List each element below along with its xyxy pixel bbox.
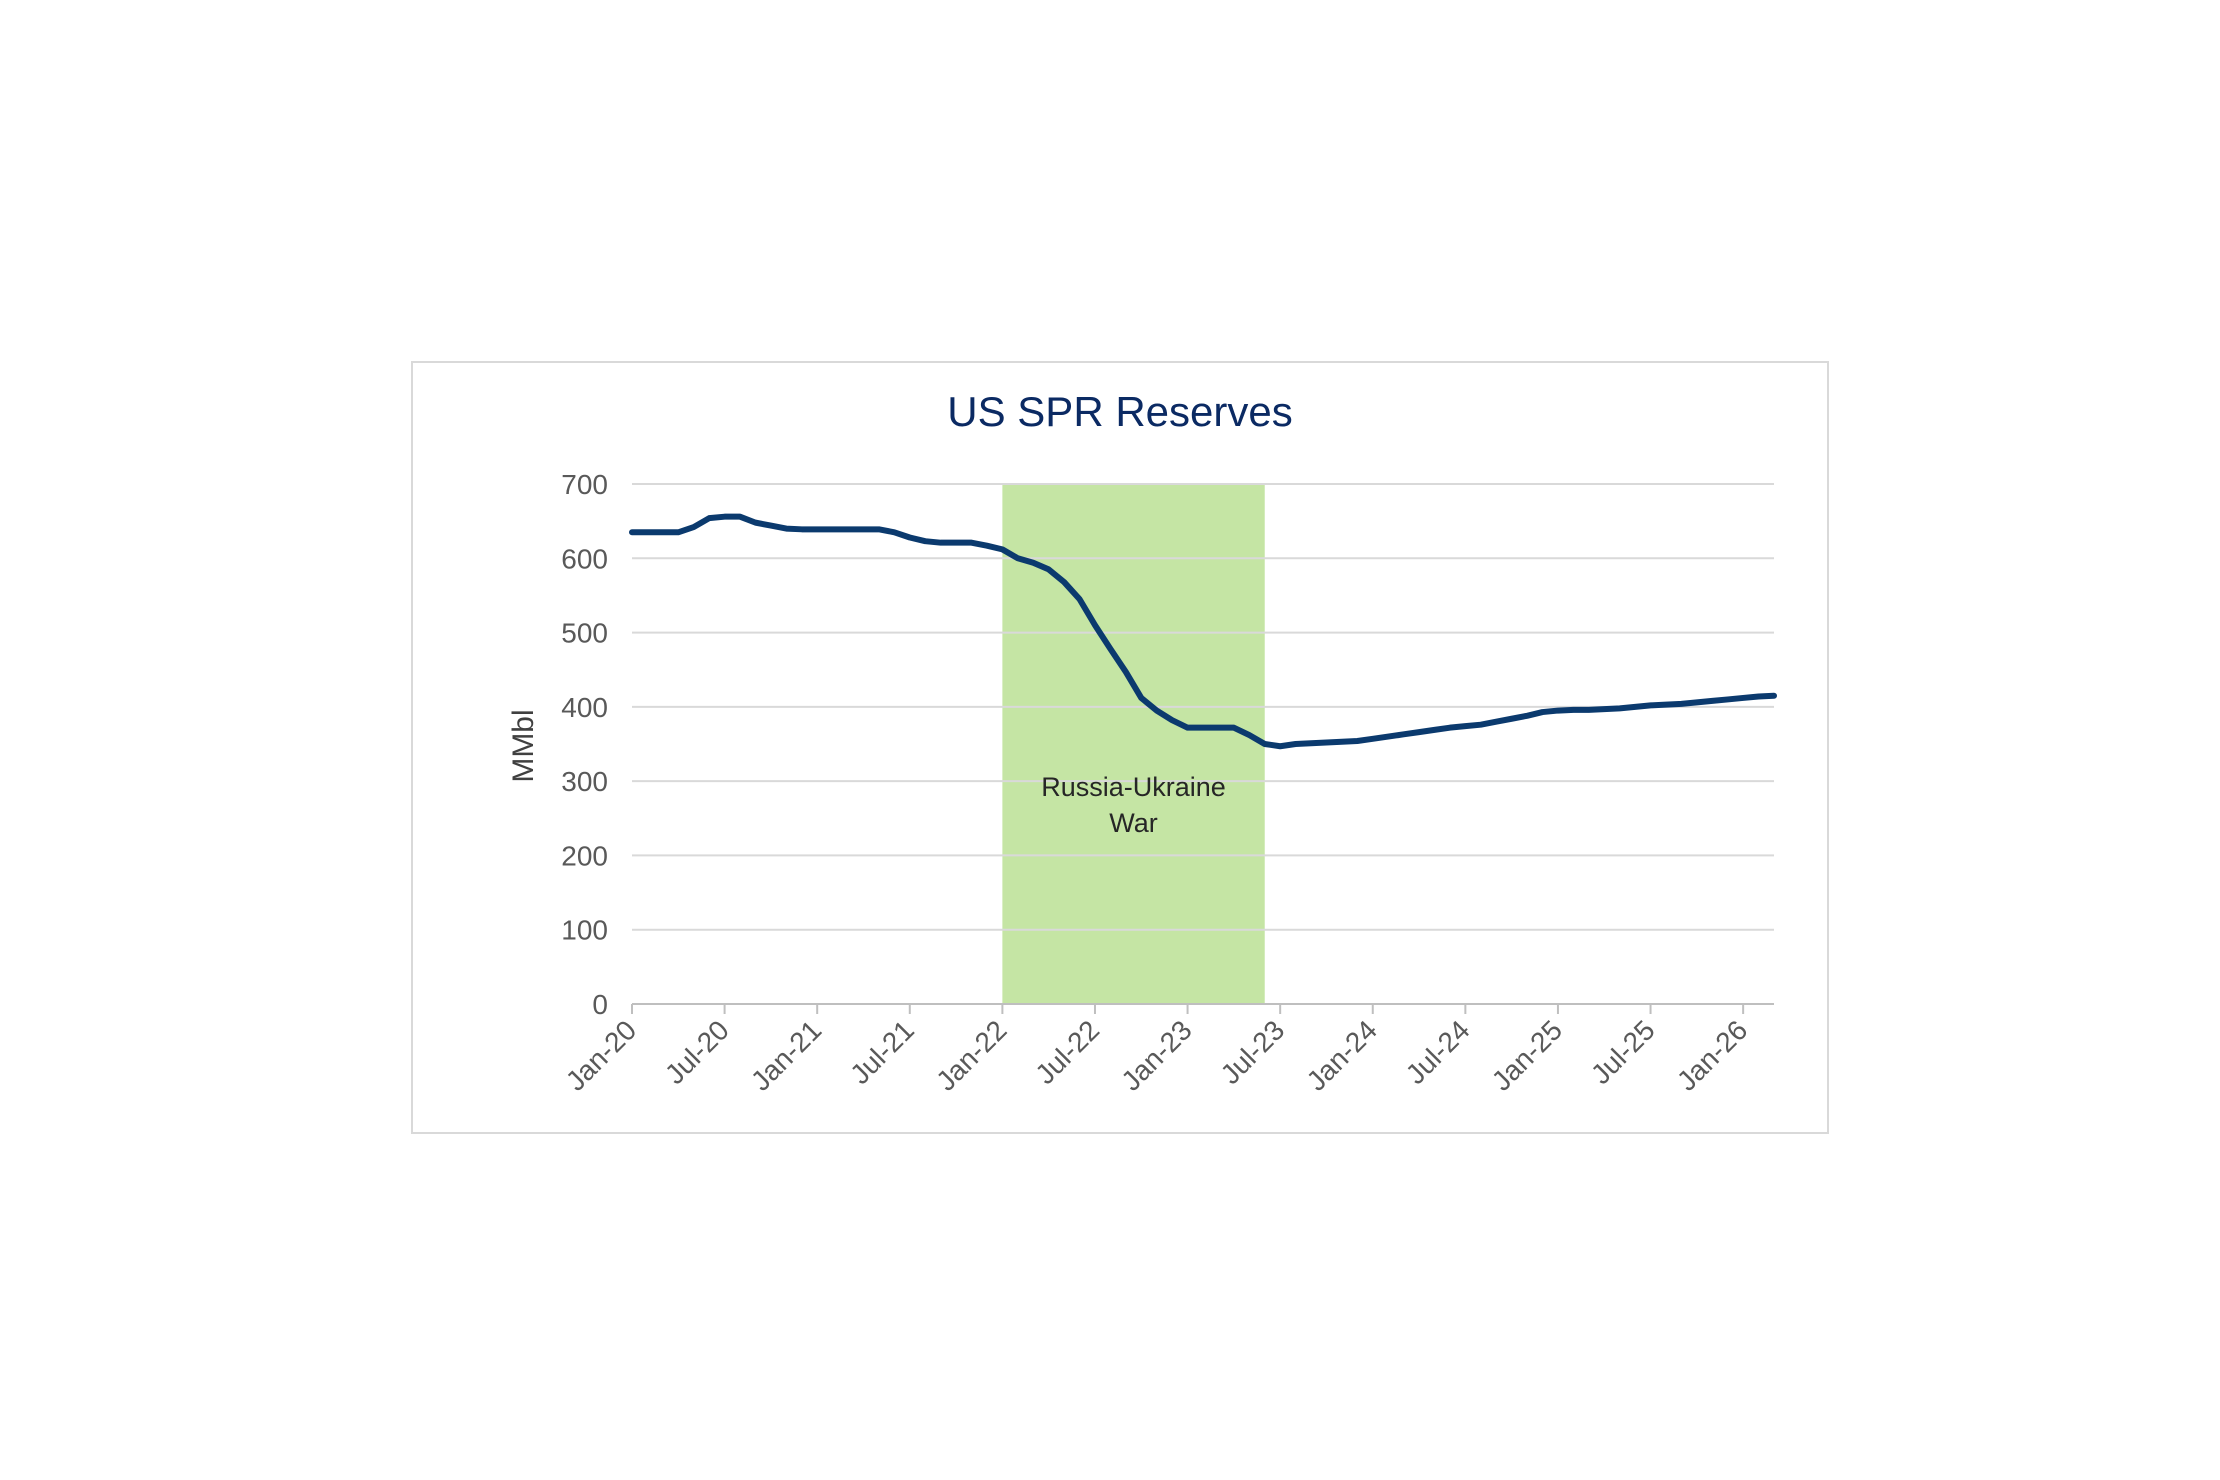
x-tick-label: Jul-22 bbox=[1029, 1014, 1105, 1090]
x-tick-label: Jan-21 bbox=[745, 1014, 827, 1096]
x-tick-label: Jul-21 bbox=[844, 1014, 920, 1090]
x-tick-label: Jan-25 bbox=[1486, 1014, 1568, 1096]
shaded-region bbox=[1002, 484, 1265, 1004]
series-line bbox=[629, 513, 1777, 750]
x-tick-label: Jul-20 bbox=[659, 1014, 735, 1090]
chart-svg: US SPR Reserves MMbl 0 100 200 300 400 500 600… bbox=[507, 388, 1777, 1097]
x-tick-label: Jan-24 bbox=[1301, 1014, 1383, 1096]
x-tick-label: Jan-23 bbox=[1115, 1014, 1197, 1096]
y-tick-label: 500 bbox=[561, 618, 608, 649]
y-tick-label: 0 bbox=[592, 989, 608, 1020]
shaded-region-label: War bbox=[1109, 808, 1158, 838]
shaded-region-label: Russia-Ukraine bbox=[1041, 772, 1226, 802]
x-tick-label: Jul-24 bbox=[1400, 1014, 1476, 1090]
chart-title: US SPR Reserves bbox=[947, 388, 1292, 435]
x-tick-label: Jan-26 bbox=[1671, 1014, 1753, 1096]
x-tick-label: Jul-25 bbox=[1585, 1014, 1661, 1090]
y-tick-label: 100 bbox=[561, 915, 608, 946]
y-tick-label: 400 bbox=[561, 692, 608, 723]
y-tick-label: 700 bbox=[561, 469, 608, 500]
x-tick-label: Jan-22 bbox=[930, 1014, 1012, 1096]
y-tick-label: 300 bbox=[561, 766, 608, 797]
y-tick-label: 600 bbox=[561, 543, 608, 574]
y-tick-label: 200 bbox=[561, 840, 608, 871]
x-tick-label: Jul-23 bbox=[1215, 1014, 1291, 1090]
y-axis-label: MMbl bbox=[507, 709, 540, 782]
chart-frame: US SPR Reserves MMbl 0 100 200 300 400 500 600… bbox=[411, 361, 1829, 1134]
x-tick-label: Jan-20 bbox=[560, 1014, 642, 1096]
